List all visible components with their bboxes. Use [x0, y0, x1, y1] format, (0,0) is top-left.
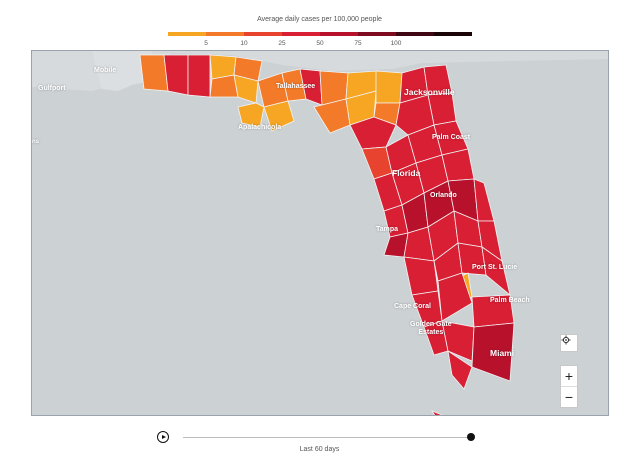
zoom-out-button[interactable]: −	[561, 386, 577, 407]
place-label-jacksonville: Jacksonville	[404, 87, 455, 97]
legend-swatch	[358, 32, 396, 36]
place-label-partial: ns	[32, 139, 40, 145]
place-label-mobile: Mobile	[94, 67, 117, 74]
timeline-player	[157, 428, 477, 448]
place-label-florida: Florida	[392, 168, 421, 178]
place-label-golden-gate-estates: Golden Gate Estates	[410, 321, 452, 336]
place-label-port-st-lucie: Port St. Lucie	[472, 264, 518, 271]
peninsula-counties	[349, 64, 515, 415]
panhandle-counties	[139, 54, 429, 134]
place-label-gulfport: Gulfport	[38, 85, 66, 92]
zoom-in-button[interactable]: +	[564, 368, 574, 384]
play-icon[interactable]	[157, 431, 169, 443]
legend-tick-label: 5	[204, 40, 208, 47]
place-label-apalachicola: Apalachicola	[238, 124, 282, 131]
map[interactable]: Mobile Gulfport Tallahassee Apalachicola…	[31, 50, 609, 416]
legend-color-bar	[168, 32, 472, 36]
legend-tick-label: 50	[316, 40, 324, 47]
map-canvas[interactable]	[32, 51, 609, 416]
place-label-orlando: Orlando	[430, 192, 457, 199]
land-alabama	[92, 51, 152, 91]
place-label-cape-coral: Cape Coral	[394, 303, 431, 310]
legend-title: Average daily cases per 100,000 people	[257, 16, 382, 23]
legend-swatch	[244, 32, 282, 36]
legend-swatch	[320, 32, 358, 36]
legend-tick-label: 10	[240, 40, 248, 47]
legend-swatch	[206, 32, 244, 36]
land-north	[32, 51, 608, 91]
legend-swatch	[168, 32, 206, 36]
place-label-palm-beach: Palm Beach	[490, 297, 530, 304]
timeline-track[interactable]	[183, 436, 471, 438]
legend-swatch	[434, 32, 472, 36]
legend-swatch	[282, 32, 320, 36]
legend-tick-label: 25	[278, 40, 286, 47]
legend-swatch	[396, 32, 434, 36]
timeline-handle[interactable]	[467, 433, 475, 441]
period-label[interactable]: Last 60 days	[299, 446, 340, 453]
place-label-tampa: Tampa	[376, 226, 399, 233]
legend-tick-label: 100	[390, 40, 402, 47]
place-label-tallahassee: Tallahassee	[276, 83, 316, 90]
locate-icon[interactable]	[560, 334, 578, 352]
place-label-palm-coast: Palm Coast	[432, 134, 471, 141]
zoom-controls: + −	[560, 365, 578, 408]
legend-tick-label: 75	[354, 40, 362, 47]
timeline-progress	[183, 436, 471, 438]
place-label-miami: Miami	[490, 348, 515, 358]
